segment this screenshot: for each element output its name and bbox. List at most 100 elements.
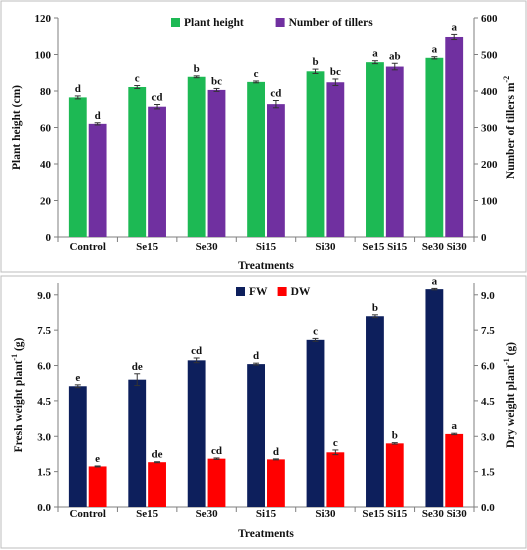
left-y-tick-label: 9.0 xyxy=(37,290,51,302)
right-y-axis-title: Dry weight plant-1 (g) xyxy=(502,342,517,448)
right-y-tick-label: 0 xyxy=(481,232,487,244)
left-y-axis-title: Fresh weight plant-1 (g) xyxy=(10,337,25,452)
bar-number-of-tillers xyxy=(385,66,404,237)
significance-letter: d xyxy=(273,446,279,458)
x-category-label: Control xyxy=(69,508,105,520)
significance-letter: e xyxy=(95,453,100,465)
right-y-axis-title-sup: -1 xyxy=(502,358,511,365)
significance-letter: b xyxy=(194,63,200,75)
bar-dw xyxy=(326,452,345,507)
left-y-axis-title-unit: (g) xyxy=(13,337,25,353)
significance-letter: cd xyxy=(270,87,281,99)
bar-fw xyxy=(247,364,265,507)
significance-letter: ab xyxy=(389,50,401,62)
x-category-label: Se30 xyxy=(196,508,219,520)
bar-plant-height xyxy=(425,57,444,237)
right-y-tick-label: 300 xyxy=(481,123,498,135)
bar-fw xyxy=(366,316,384,507)
significance-letter: cd xyxy=(211,445,222,457)
left-y-tick-label: 6.0 xyxy=(37,361,51,373)
significance-letter: b xyxy=(312,56,318,68)
significance-letter: d xyxy=(75,83,81,95)
bar-fw xyxy=(425,289,444,507)
x-category-label: Se30 xyxy=(196,241,219,253)
right-y-axis-title-sup: -2 xyxy=(502,76,511,83)
left-y-tick-label: 4.5 xyxy=(37,396,51,408)
right-y-tick-label: 9.0 xyxy=(481,290,495,302)
significance-letter: a xyxy=(372,48,378,60)
left-y-tick-label: 40 xyxy=(40,159,52,171)
right-y-tick-label: 600 xyxy=(481,13,498,25)
legend-label: DW xyxy=(291,286,311,298)
legend-label: Plant height xyxy=(184,17,244,29)
significance-letter: d xyxy=(253,350,259,362)
x-category-label: Si30 xyxy=(315,508,336,520)
right-y-tick-label: 3.0 xyxy=(481,431,495,443)
significance-letter: b xyxy=(392,430,398,442)
x-category-label: Se30 Si30 xyxy=(422,241,467,253)
right-y-axis-title-main: Number of tillers m xyxy=(505,82,517,179)
left-y-axis-title-sup: -1 xyxy=(10,354,19,361)
bar-fw xyxy=(128,379,147,507)
right-y-axis-title: Number of tillers m-2 xyxy=(502,76,517,179)
left-y-tick-label: 7.5 xyxy=(37,325,51,337)
significance-letter: e xyxy=(75,372,80,384)
x-category-label: Si15 xyxy=(256,508,277,520)
left-y-tick-label: 120 xyxy=(35,13,52,25)
x-axis-title: Treatments xyxy=(238,528,294,540)
bar-number-of-tillers xyxy=(148,106,166,237)
left-y-tick-label: 0.0 xyxy=(37,502,51,514)
x-category-label: Se30 Si30 xyxy=(422,508,467,520)
bar-dw xyxy=(88,466,107,507)
x-category-label: Si15 xyxy=(256,241,277,253)
bar-dw xyxy=(445,433,464,507)
significance-letter: de xyxy=(152,449,163,461)
right-y-tick-label: 0.0 xyxy=(481,502,495,514)
bar-number-of-tillers xyxy=(445,36,464,238)
bar-dw xyxy=(148,462,166,507)
significance-letter: cd xyxy=(152,92,163,104)
right-y-tick-label: 400 xyxy=(481,86,498,98)
right-y-tick-label: 200 xyxy=(481,159,498,171)
significance-letter: de xyxy=(132,361,143,373)
significance-letter: c xyxy=(135,73,140,85)
x-category-label: Se15 Si15 xyxy=(362,241,407,253)
left-y-tick-label: 60 xyxy=(40,123,52,135)
bar-number-of-tillers xyxy=(88,123,107,237)
bar-plant-height xyxy=(187,76,206,237)
left-y-axis-title: Plant height (cm) xyxy=(11,85,23,170)
x-category-label: Se15 xyxy=(136,508,159,520)
right-y-tick-label: 6.0 xyxy=(481,361,495,373)
right-y-axis-title-main: Dry weight plant xyxy=(505,365,517,448)
legend-swatch xyxy=(277,287,287,296)
right-y-tick-label: 500 xyxy=(481,50,498,62)
x-category-label: Se15 xyxy=(136,241,159,253)
bar-number-of-tillers xyxy=(267,104,285,237)
legend-label: FW xyxy=(249,286,268,298)
x-axis-title: Treatments xyxy=(238,260,294,272)
significance-letter: a xyxy=(451,21,457,33)
bar-plant-height xyxy=(128,86,147,237)
left-y-axis-title-main: Fresh weight plant xyxy=(13,360,25,452)
bar-dw xyxy=(207,458,226,507)
significance-letter: c xyxy=(333,437,338,449)
significance-letter: c xyxy=(254,68,259,80)
significance-letter: b xyxy=(372,302,378,314)
significance-letter: c xyxy=(313,325,318,337)
x-category-label: Si30 xyxy=(315,241,336,253)
right-y-axis-title-unit: (g) xyxy=(505,342,517,358)
x-category-label: Control xyxy=(69,241,105,253)
significance-letter: a xyxy=(432,275,438,287)
significance-letter: bc xyxy=(330,66,341,78)
left-y-tick-label: 80 xyxy=(40,86,52,98)
bar-dw xyxy=(385,443,404,507)
significance-letter: a xyxy=(451,420,457,432)
bar-fw xyxy=(306,339,325,507)
bar-plant-height xyxy=(68,97,87,237)
significance-letter: a xyxy=(432,44,438,56)
legend-label: Number of tillers xyxy=(289,17,374,29)
right-y-tick-label: 1.5 xyxy=(481,467,495,479)
left-y-tick-label: 3.0 xyxy=(37,431,51,443)
fresh-dry-weight-chart: 0.0 1.5 3.0 4.5 6.0 7.5 9.0 0.0 1.5 3.0 4.5 6.0 7.5 9… xyxy=(10,275,517,540)
